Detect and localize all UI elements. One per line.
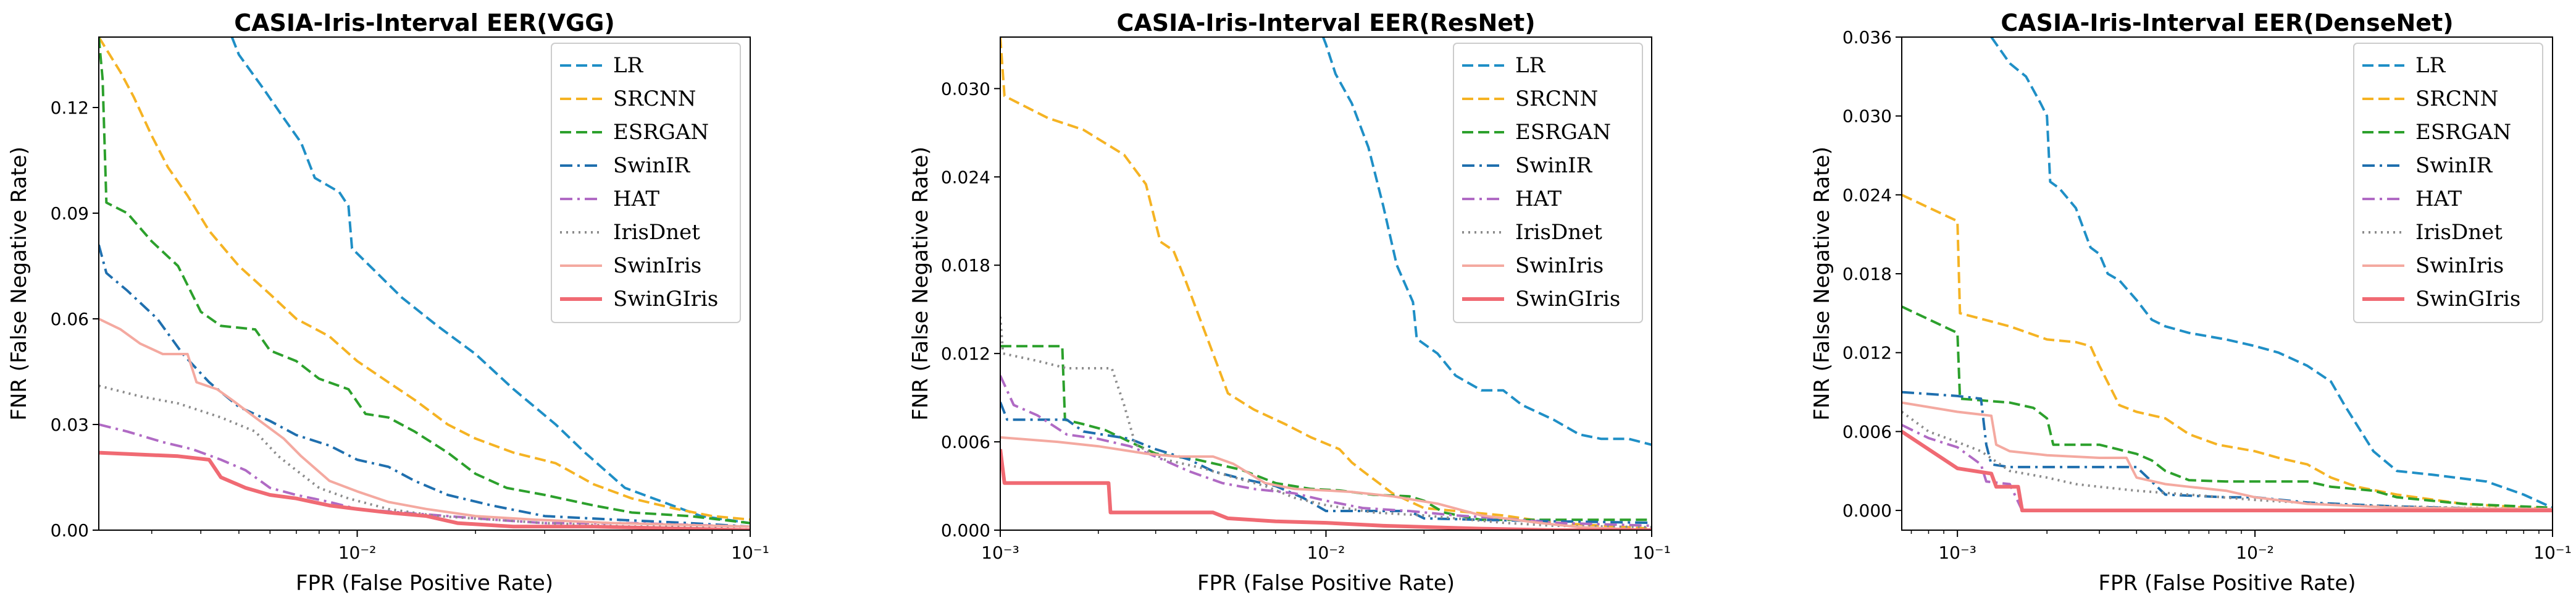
legend-label-irisdnet: IrisDnet (1515, 220, 1602, 245)
series-line-hat (99, 423, 750, 528)
series-line-lr (230, 37, 750, 525)
y-tick-label: 0.012 (941, 344, 990, 364)
legend-label-swinir: SwinIR (613, 153, 691, 178)
y-axis-label: FNR (False Negative Rate) (1810, 146, 1834, 420)
legend: LR SRCNN ESRGAN SwinIR HAT IrisDnet SwinIris Sw… (2353, 43, 2543, 323)
legend-box (1453, 43, 1643, 323)
series-line-swinir (99, 244, 750, 528)
series-line-irisdnet (1000, 316, 1652, 529)
y-axis-label: FNR (False Negative Rate) (908, 146, 933, 420)
series-line-swingiris (1902, 429, 2553, 513)
legend-label-swiniris: SwinIris (1515, 253, 1604, 278)
series-line-lr (1322, 37, 1652, 446)
y-tick-label: 0.018 (1842, 264, 1892, 284)
series-line-swinir (1902, 391, 2553, 512)
series-line-srcnn (99, 37, 750, 521)
series-line-swiniris (1000, 436, 1652, 530)
x-tick-label: 10⁻² (338, 543, 377, 563)
plot-frame (1901, 36, 2553, 531)
legend-label-srcnn: SRCNN (2415, 87, 2498, 111)
x-axis-label: FPR (False Positive Rate) (2098, 571, 2356, 596)
legend-label-hat: HAT (613, 187, 659, 211)
series-line-hat (1000, 375, 1652, 527)
chart-panel-3: CASIA-Iris-Interval EER(DenseNet) 0.000 0.… (1810, 9, 2572, 596)
legend-label-srcnn: SRCNN (613, 87, 696, 111)
y-tick-label: 0.024 (1842, 185, 1892, 205)
series-line-esrgan (1902, 305, 2553, 509)
x-tick-label: 10⁻² (2236, 543, 2274, 563)
legend-box (551, 43, 741, 323)
series-line-swingiris (99, 450, 750, 530)
y-tick-label: 0.12 (51, 98, 89, 118)
series-line-swingiris (1000, 449, 1652, 530)
chart-panel-2: CASIA-Iris-Interval EER(ResNet) 0.000 0.00… (908, 9, 1671, 596)
y-tick-label: 0.06 (51, 309, 89, 329)
legend-label-esrgan: ESRGAN (2415, 120, 2511, 145)
legend-label-swinir: SwinIR (1515, 153, 1593, 178)
y-tick-label: 0.030 (1842, 106, 1892, 127)
x-tick-label: 10⁻¹ (1633, 543, 1671, 563)
x-tick-label: 10⁻³ (981, 543, 1019, 563)
y-tick-label: 0.006 (941, 432, 990, 452)
legend-label-hat: HAT (1515, 187, 1562, 211)
legend-label-swingiris: SwinGIris (1515, 287, 1620, 311)
y-tick-label: 0.03 (51, 415, 89, 435)
legend-label-irisdnet: IrisDnet (2415, 220, 2503, 245)
series-line-swiniris (1902, 401, 2553, 510)
series-line-irisdnet (99, 384, 750, 528)
series-line-esrgan (99, 37, 750, 525)
x-tick-label: 10⁻¹ (731, 543, 769, 563)
series-group (99, 37, 750, 530)
x-tick-label: 10⁻¹ (2533, 543, 2572, 563)
y-tick-label: 0.030 (941, 78, 990, 99)
legend-label-swiniris: SwinIris (613, 253, 701, 278)
legend-label-swinir: SwinIR (2415, 153, 2493, 178)
y-tick-label: 0.09 (51, 203, 89, 224)
legend-label-lr: LR (613, 53, 644, 78)
chart-title: CASIA-Iris-Interval EER(ResNet) (1116, 9, 1535, 36)
legend-label-swingiris: SwinGIris (2415, 287, 2520, 311)
series-group (1902, 37, 2553, 513)
y-tick-label: 0.000 (941, 520, 990, 541)
x-axis-label: FPR (False Positive Rate) (296, 571, 553, 596)
y-tick-label: 0.024 (941, 167, 990, 187)
series-group (1000, 37, 1652, 530)
plot-frame (98, 36, 751, 531)
legend-label-esrgan: ESRGAN (613, 120, 709, 145)
y-tick-label: 0.012 (1842, 343, 1892, 363)
legend-label-swingiris: SwinGIris (613, 287, 718, 311)
series-line-swinir (1000, 402, 1652, 525)
series-line-lr (1990, 37, 2553, 509)
x-axis-label: FPR (False Positive Rate) (1197, 571, 1455, 596)
legend: LR SRCNN ESRGAN SwinIR HAT IrisDnet SwinIris Sw… (1453, 43, 1643, 323)
chart-panel-1: CASIA-Iris-Interval EER(VGG) 0.00 0.03 0.06… (7, 9, 769, 596)
y-tick-label: 0.006 (1842, 421, 1892, 442)
legend-label-hat: HAT (2415, 187, 2462, 211)
chart-title: CASIA-Iris-Interval EER(DenseNet) (2001, 9, 2453, 36)
legend-box (2353, 43, 2543, 323)
series-line-hat (1902, 424, 2553, 512)
x-tick-label: 10⁻³ (1938, 543, 1976, 563)
series-line-srcnn (1000, 37, 1652, 530)
legend-label-lr: LR (1515, 53, 1546, 78)
y-tick-label: 0.036 (1842, 27, 1892, 48)
legend-label-swiniris: SwinIris (2415, 253, 2504, 278)
legend-label-srcnn: SRCNN (1515, 87, 1598, 111)
legend-label-esrgan: ESRGAN (1515, 120, 1611, 145)
y-tick-label: 0.00 (51, 520, 89, 541)
y-axis-label: FNR (False Negative Rate) (7, 146, 31, 420)
legend: LR SRCNN ESRGAN SwinIR HAT IrisDnet SwinIris Sw… (551, 43, 741, 323)
legend-label-lr: LR (2415, 53, 2446, 78)
series-line-irisdnet (1902, 410, 2553, 510)
y-tick-label: 0.018 (941, 255, 990, 276)
legend-label-irisdnet: IrisDnet (613, 220, 700, 245)
series-line-esrgan (1000, 345, 1652, 521)
series-line-swiniris (99, 318, 750, 528)
x-tick-label: 10⁻² (1307, 543, 1345, 563)
chart-title: CASIA-Iris-Interval EER(VGG) (234, 9, 615, 36)
y-tick-label: 0.000 (1842, 500, 1892, 521)
series-line-srcnn (1902, 193, 2553, 510)
